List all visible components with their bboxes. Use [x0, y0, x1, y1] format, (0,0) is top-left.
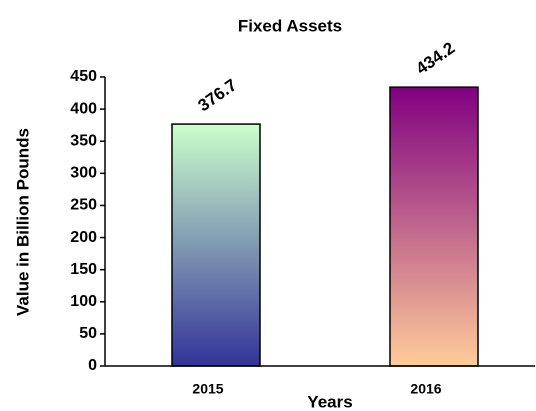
y-tick-label: 0: [88, 357, 97, 374]
x-tick-label: 2015: [192, 381, 223, 397]
y-tick-label: 100: [70, 293, 97, 310]
y-tick-label: 450: [70, 68, 97, 85]
y-tick-label: 150: [70, 261, 97, 278]
y-tick-label: 250: [70, 197, 97, 214]
chart-title: Fixed Assets: [238, 16, 342, 35]
y-tick-label: 350: [70, 132, 97, 149]
y-tick-label: 400: [70, 100, 97, 117]
x-axis-label: Years: [307, 392, 352, 411]
y-tick-label: 300: [70, 165, 97, 182]
bar: [171, 123, 261, 367]
bar: [389, 86, 479, 367]
data-label: 434.2: [413, 38, 459, 78]
y-tick-label: 50: [79, 325, 97, 342]
x-tick-label: 2016: [410, 381, 441, 397]
y-axis-label: Value in Billion Pounds: [13, 128, 32, 316]
data-label: 376.7: [195, 75, 241, 115]
y-tick-label: 200: [70, 229, 97, 246]
